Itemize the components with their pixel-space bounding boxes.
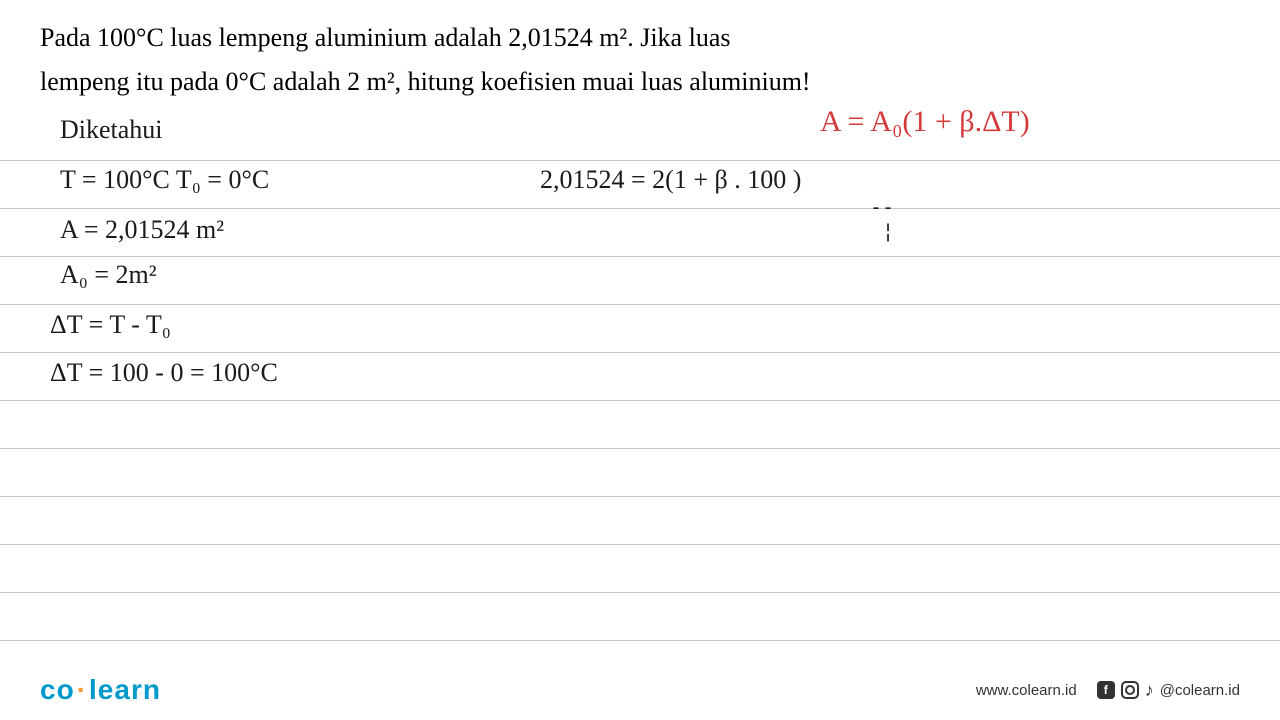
social-handle: @colearn.id	[1160, 682, 1240, 699]
handwritten-line-1: T = 100°C T₀ = 0°C	[60, 165, 269, 195]
problem-text-line2: lempeng itu pada 0°C adalah 2 m², hitung…	[40, 64, 1240, 100]
rule-line	[0, 496, 1280, 497]
logo-co: co	[40, 674, 75, 705]
footer: co·learn www.colearn.id f ♪ @colearn.id	[0, 660, 1280, 720]
rule-line	[0, 208, 1280, 209]
rule-line	[0, 544, 1280, 545]
handwritten-line-2: 2,01524 = 2(1 + β . 100 )	[540, 165, 801, 195]
handwritten-line-0: Diketahui	[60, 115, 163, 145]
handwritten-line-5: ΔT = T - T₀	[50, 310, 171, 340]
rule-line	[0, 160, 1280, 161]
rule-line	[0, 304, 1280, 305]
social-icons: f ♪ @colearn.id	[1097, 680, 1240, 701]
logo-learn: learn	[89, 674, 161, 705]
rule-line	[0, 352, 1280, 353]
problem-text-line1: Pada 100°C luas lempeng aluminium adalah…	[40, 20, 1240, 56]
handwritten-line-4: A₀ = 2m²	[60, 260, 157, 290]
logo: co·learn	[40, 674, 161, 706]
facebook-icon: f	[1097, 681, 1115, 699]
footer-right: www.colearn.id f ♪ @colearn.id	[976, 680, 1240, 701]
ruled-paper-area	[0, 120, 1280, 660]
logo-dot: ·	[77, 674, 87, 705]
instagram-icon	[1121, 681, 1139, 699]
text-cursor: -- ¦	[870, 195, 894, 243]
rule-line	[0, 592, 1280, 593]
website-url: www.colearn.id	[976, 682, 1077, 699]
rule-line	[0, 400, 1280, 401]
rule-line	[0, 640, 1280, 641]
rule-line	[0, 256, 1280, 257]
handwritten-line-6: ΔT = 100 - 0 = 100°C	[50, 358, 278, 388]
formula-red: A = A₀(1 + β.ΔT)	[820, 105, 1030, 139]
handwritten-line-3: A = 2,01524 m²	[60, 215, 224, 245]
tiktok-icon: ♪	[1145, 680, 1154, 701]
rule-line	[0, 448, 1280, 449]
